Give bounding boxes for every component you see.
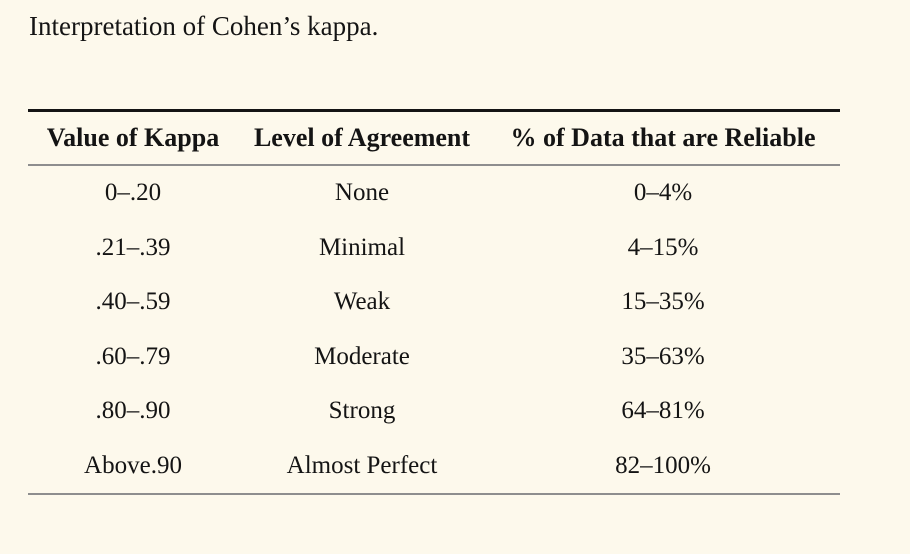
cell-agreement: Moderate <box>314 342 410 370</box>
cell-reliable: 0–4% <box>633 179 693 207</box>
cell-kappa: .60–.79 <box>95 342 171 370</box>
cell-kappa: 0–.20 <box>104 179 162 207</box>
cell-agreement: Minimal <box>318 233 406 261</box>
table-header-row: Value of Kappa Level of Agreement % of D… <box>28 112 840 166</box>
cell-kappa: .80–.90 <box>95 397 171 425</box>
cell-kappa: .21–.39 <box>95 233 171 261</box>
table-row: .60–.79 Moderate 35–63% <box>28 330 840 385</box>
cell-agreement: Almost Perfect <box>286 451 438 479</box>
table-row: .80–.90 Strong 64–81% <box>28 384 840 439</box>
cell-kappa: Above.90 <box>84 451 182 479</box>
table-row: 0–.20 None 0–4% <box>28 166 840 221</box>
cell-reliable: 82–100% <box>615 451 711 479</box>
column-header-value-of-kappa: Value of Kappa <box>46 123 220 152</box>
cell-reliable: 35–63% <box>621 342 705 370</box>
table-row: .40–.59 Weak 15–35% <box>28 275 840 330</box>
cell-reliable: 4–15% <box>627 233 699 261</box>
cell-reliable: 15–35% <box>621 288 705 316</box>
table-row: Above.90 Almost Perfect 82–100% <box>28 439 840 494</box>
page-title: Interpretation of Cohen’s kappa. <box>29 11 379 41</box>
kappa-interpretation-table: Value of Kappa Level of Agreement % of D… <box>28 109 840 495</box>
column-header-level-of-agreement: Level of Agreement <box>253 123 471 152</box>
cell-agreement: None <box>334 179 390 207</box>
table-body: 0–.20 None 0–4% .21–.39 Minimal 4–15% .40–.59 W… <box>28 166 840 495</box>
cell-agreement: Weak <box>333 288 391 316</box>
cell-kappa: .40–.59 <box>95 288 171 316</box>
cell-reliable: 64–81% <box>621 397 705 425</box>
cell-agreement: Strong <box>328 397 396 425</box>
table-row: .21–.39 Minimal 4–15% <box>28 221 840 276</box>
column-header-percent-reliable: % of Data that are Reliable <box>510 123 816 152</box>
